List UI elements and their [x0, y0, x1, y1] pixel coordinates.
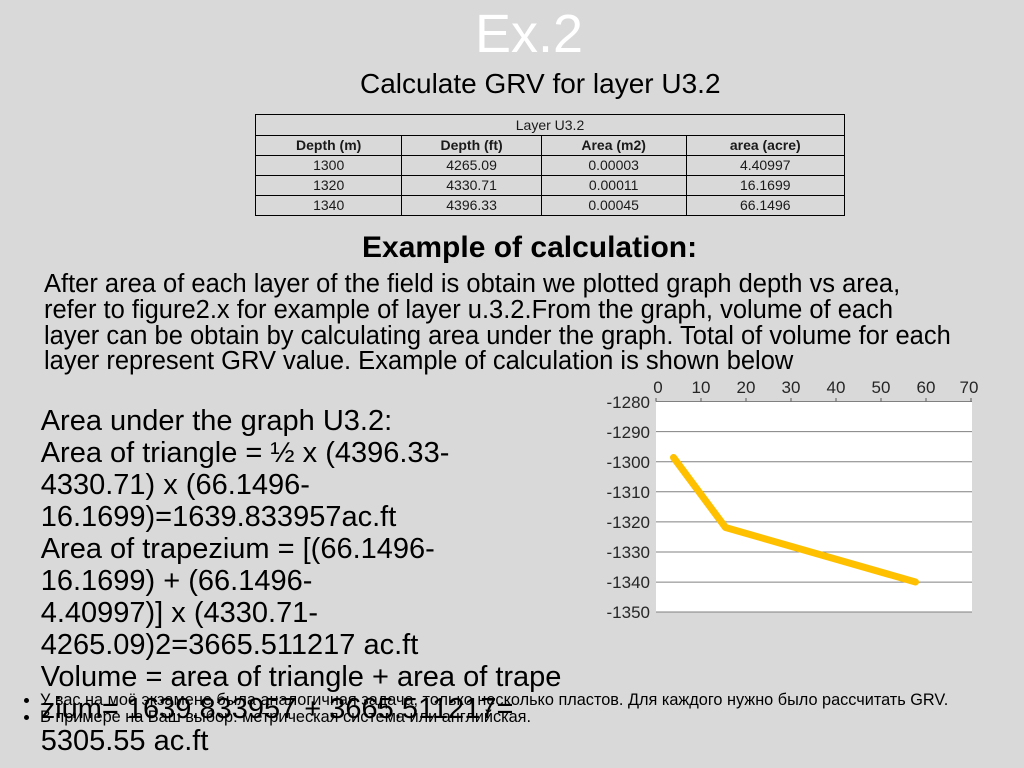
svg-text:0: 0	[653, 378, 662, 397]
svg-text:70: 70	[960, 378, 979, 397]
svg-text:60: 60	[917, 378, 936, 397]
svg-text:40: 40	[827, 378, 846, 397]
svg-text:10: 10	[692, 378, 711, 397]
svg-text:50: 50	[872, 378, 891, 397]
svg-text:20: 20	[737, 378, 756, 397]
svg-text:30: 30	[782, 378, 801, 397]
